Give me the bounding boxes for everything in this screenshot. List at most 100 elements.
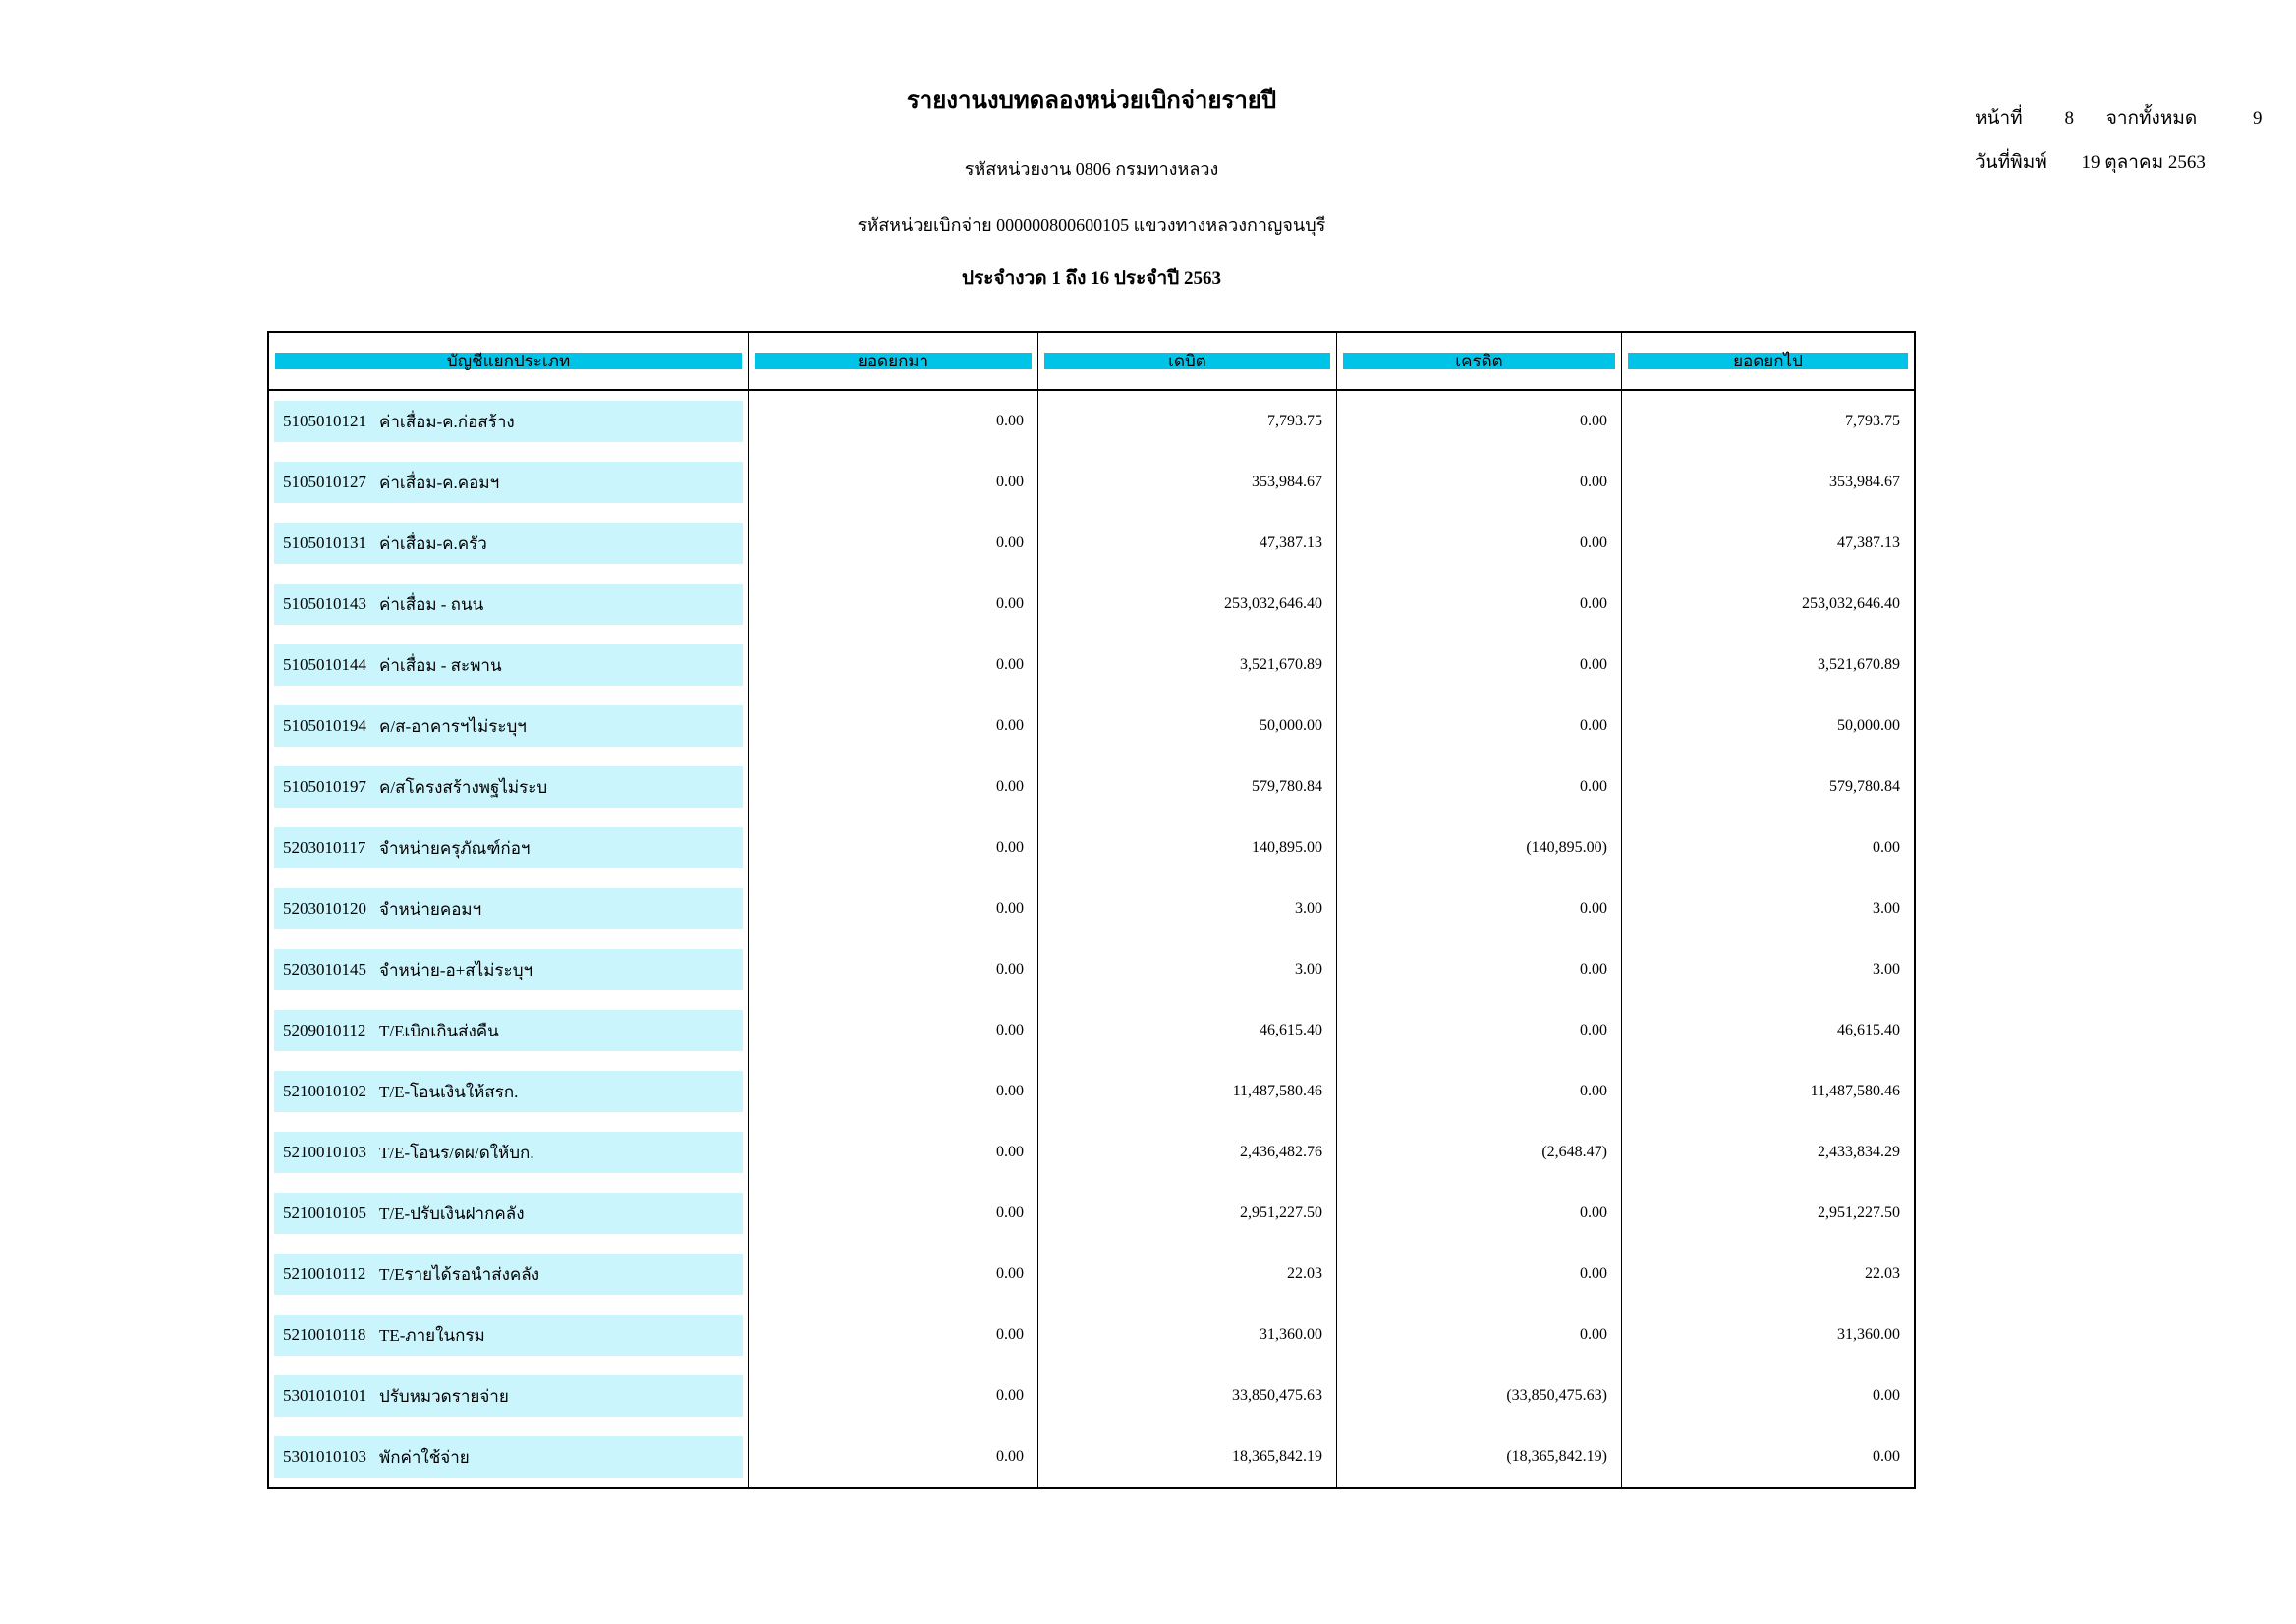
column-header-debit-label: เดบิต <box>1044 353 1330 369</box>
carried-forward-amount: 253,032,646.40 <box>1621 574 1914 635</box>
credit-amount: 0.00 <box>1336 513 1621 574</box>
account-name: จำหน่าย-อ+สไม่ระบุฯ <box>379 960 533 980</box>
credit-amount: 0.00 <box>1336 1000 1621 1061</box>
credit-amount: 0.00 <box>1336 452 1621 513</box>
carried-forward-amount: 2,433,834.29 <box>1621 1122 1914 1183</box>
table-row-account-cell: 5105010121 ค่าเสื่อม-ค.ก่อสร้าง <box>269 391 748 452</box>
credit-amount: 0.00 <box>1336 1183 1621 1244</box>
account-highlight-band: 5210010118 TE-ภายในกรม <box>274 1315 743 1356</box>
account-highlight-band: 5203010120 จำหน่ายคอมฯ <box>274 888 743 929</box>
brought-forward-amount: 0.00 <box>748 696 1037 756</box>
brought-forward-amount: 0.00 <box>748 1427 1037 1487</box>
credit-amount: 0.00 <box>1336 939 1621 1000</box>
credit-amount: 0.00 <box>1336 391 1621 452</box>
debit-amount: 3.00 <box>1037 939 1336 1000</box>
account-name: ค่าเสื่อม-ค.คอมฯ <box>379 473 500 492</box>
credit-amount: (18,365,842.19) <box>1336 1427 1621 1487</box>
column-header-credit: เครดิต <box>1336 333 1621 391</box>
credit-amount: 0.00 <box>1336 878 1621 939</box>
table-row-account-cell: 5210010102 T/E-โอนเงินให้สรก. <box>269 1061 748 1122</box>
account-name: พักค่าใช้จ่าย <box>379 1447 470 1467</box>
debit-amount: 2,436,482.76 <box>1037 1122 1336 1183</box>
debit-amount: 7,793.75 <box>1037 391 1336 452</box>
debit-amount: 3.00 <box>1037 878 1336 939</box>
brought-forward-amount: 0.00 <box>748 756 1037 817</box>
account-highlight-band: 5301010101 ปรับหมวดรายจ่าย <box>274 1375 743 1417</box>
debit-amount: 140,895.00 <box>1037 817 1336 878</box>
table-row-account-cell: 5301010103 พักค่าใช้จ่าย <box>269 1427 748 1487</box>
account-name: ค่าเสื่อม-ค.ครัว <box>379 533 487 553</box>
carried-forward-amount: 0.00 <box>1621 817 1914 878</box>
table-row-account-cell: 5105010144 ค่าเสื่อม - สะพาน <box>269 635 748 696</box>
account-highlight-band: 5203010117 จำหน่ายครุภัณฑ์ก่อฯ <box>274 827 743 868</box>
account-name: ค่าเสื่อม - ถนน <box>379 594 484 614</box>
credit-amount: (140,895.00) <box>1336 817 1621 878</box>
table-row-account-cell: 5105010131 ค่าเสื่อม-ค.ครัว <box>269 513 748 574</box>
table-row-account-cell: 5210010112 T/Eรายได้รอนำส่งคลัง <box>269 1244 748 1305</box>
account-highlight-band: 5105010143 ค่าเสื่อม - ถนน <box>274 584 743 625</box>
table-row-account-cell: 5210010118 TE-ภายในกรม <box>269 1305 748 1366</box>
account-code: 5209010112 <box>283 1021 366 1039</box>
page-number-label: หน้าที่ <box>1975 108 2023 129</box>
account-code: 5210010102 <box>283 1082 366 1100</box>
account-name: ปรับหมวดรายจ่าย <box>379 1386 509 1406</box>
print-date: 19 ตุลาคม 2563 <box>2081 152 2206 173</box>
debit-amount: 50,000.00 <box>1037 696 1336 756</box>
credit-amount: 0.00 <box>1336 1244 1621 1305</box>
account-code: 5105010121 <box>283 412 366 430</box>
account-highlight-band: 5210010112 T/Eรายได้รอนำส่งคลัง <box>274 1254 743 1295</box>
column-header-carried-fwd-label: ยอดยกไป <box>1628 353 1908 369</box>
carried-forward-amount: 3.00 <box>1621 939 1914 1000</box>
debit-amount: 33,850,475.63 <box>1037 1366 1336 1427</box>
carried-forward-amount: 46,615.40 <box>1621 1000 1914 1061</box>
account-code: 5210010112 <box>283 1264 366 1283</box>
account-highlight-band: 5105010197 ค/สโครงสร้างพฐไม่ระบ <box>274 766 743 808</box>
credit-amount: 0.00 <box>1336 1061 1621 1122</box>
account-highlight-band: 5210010102 T/E-โอนเงินให้สรก. <box>274 1071 743 1112</box>
account-code: 5210010105 <box>283 1204 366 1222</box>
table-row-account-cell: 5203010120 จำหน่ายคอมฯ <box>269 878 748 939</box>
account-code: 5105010194 <box>283 716 366 735</box>
account-name: T/Eเบิกเกินส่งคืน <box>379 1021 499 1040</box>
debit-amount: 253,032,646.40 <box>1037 574 1336 635</box>
account-highlight-band: 5105010121 ค่าเสื่อม-ค.ก่อสร้าง <box>274 401 743 442</box>
account-code: 5301010103 <box>283 1447 366 1466</box>
brought-forward-amount: 0.00 <box>748 635 1037 696</box>
account-code: 5203010117 <box>283 838 366 857</box>
credit-amount: 0.00 <box>1336 635 1621 696</box>
table-row-account-cell: 5210010103 T/E-โอนร/ดผ/ดให้บก. <box>269 1122 748 1183</box>
carried-forward-amount: 50,000.00 <box>1621 696 1914 756</box>
column-header-account: บัญชีแยกประเภท <box>269 333 748 391</box>
account-highlight-band: 5105010127 ค่าเสื่อม-ค.คอมฯ <box>274 462 743 503</box>
brought-forward-amount: 0.00 <box>748 1183 1037 1244</box>
account-name: ค่าเสื่อม-ค.ก่อสร้าง <box>379 412 515 431</box>
table-row-account-cell: 5203010145 จำหน่าย-อ+สไม่ระบุฯ <box>269 939 748 1000</box>
table-row-account-cell: 5105010197 ค/สโครงสร้างพฐไม่ระบ <box>269 756 748 817</box>
account-name: T/Eรายได้รอนำส่งคลัง <box>379 1264 539 1284</box>
page-number: 8 <box>2064 108 2074 129</box>
carried-forward-amount: 579,780.84 <box>1621 756 1914 817</box>
account-name: T/E-โอนเงินให้สรก. <box>379 1082 519 1101</box>
table-row-account-cell: 5209010112 T/Eเบิกเกินส่งคืน <box>269 1000 748 1061</box>
agency-line: รหัสหน่วยงาน 0806 กรมทางหลวง <box>964 159 1219 179</box>
debit-amount: 18,365,842.19 <box>1037 1427 1336 1487</box>
table-row-account-cell: 5210010105 T/E-ปรับเงินฝากคลัง <box>269 1183 748 1244</box>
account-highlight-band: 5209010112 T/Eเบิกเกินส่งคืน <box>274 1010 743 1051</box>
carried-forward-amount: 0.00 <box>1621 1427 1914 1487</box>
account-name: ค่าเสื่อม - สะพาน <box>379 655 502 675</box>
page-number-row: หน้าที่ 8 จากทั้งหมด 9 <box>1975 103 2289 133</box>
debit-amount: 46,615.40 <box>1037 1000 1336 1061</box>
period-line: ประจำงวด 1 ถึง 16 ประจำปี 2563 <box>962 268 1221 289</box>
account-highlight-band: 5105010131 ค่าเสื่อม-ค.ครัว <box>274 523 743 564</box>
account-code: 5105010197 <box>283 777 366 796</box>
account-code: 5301010101 <box>283 1386 366 1405</box>
table-row-account-cell: 5105010194 ค/ส-อาคารฯไม่ระบุฯ <box>269 696 748 756</box>
account-code: 5105010131 <box>283 533 366 552</box>
brought-forward-amount: 0.00 <box>748 513 1037 574</box>
table-row-account-cell: 5301010101 ปรับหมวดรายจ่าย <box>269 1366 748 1427</box>
credit-amount: 0.00 <box>1336 756 1621 817</box>
carried-forward-amount: 3,521,670.89 <box>1621 635 1914 696</box>
credit-amount: 0.00 <box>1336 696 1621 756</box>
unit-line: รหัสหน่วยเบิกจ่าย 000000800600105 แขวงทา… <box>857 215 1326 235</box>
